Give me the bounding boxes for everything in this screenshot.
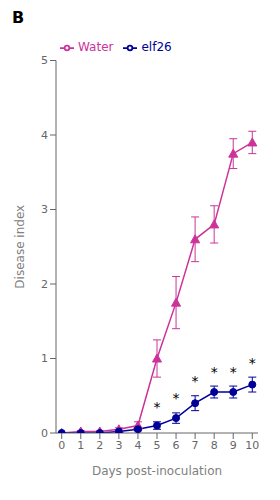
svg-text:7: 7 bbox=[192, 439, 199, 452]
svg-text:*: * bbox=[192, 373, 199, 389]
svg-text:10: 10 bbox=[245, 439, 259, 452]
svg-text:0: 0 bbox=[41, 427, 48, 440]
svg-text:*: * bbox=[230, 364, 237, 380]
svg-text:*: * bbox=[249, 355, 256, 371]
svg-text:9: 9 bbox=[230, 439, 237, 452]
svg-text:*: * bbox=[173, 390, 180, 406]
html-text:elf26: elf26 bbox=[141, 40, 172, 54]
svg-text:*: * bbox=[154, 399, 161, 415]
svg-text:4: 4 bbox=[134, 439, 141, 452]
svg-text:Days post-inoculation: Days post-inoculation bbox=[92, 464, 222, 478]
svg-text:1: 1 bbox=[77, 439, 84, 452]
svg-text:2: 2 bbox=[96, 439, 103, 452]
svg-text:Disease index: Disease index bbox=[13, 205, 27, 289]
svg-text:3: 3 bbox=[41, 203, 48, 216]
svg-text:*: * bbox=[211, 364, 218, 380]
svg-text:8: 8 bbox=[211, 439, 218, 452]
svg-text:5: 5 bbox=[41, 54, 48, 67]
svg-text:3: 3 bbox=[115, 439, 122, 452]
svg-text:1: 1 bbox=[41, 352, 48, 365]
html-text:Water: Water bbox=[78, 40, 114, 54]
html-text:B: B bbox=[12, 8, 25, 27]
svg-text:4: 4 bbox=[41, 129, 48, 142]
svg-text:2: 2 bbox=[41, 278, 48, 291]
svg-text:6: 6 bbox=[173, 439, 180, 452]
svg-text:0: 0 bbox=[58, 439, 65, 452]
svg-text:5: 5 bbox=[154, 439, 161, 452]
